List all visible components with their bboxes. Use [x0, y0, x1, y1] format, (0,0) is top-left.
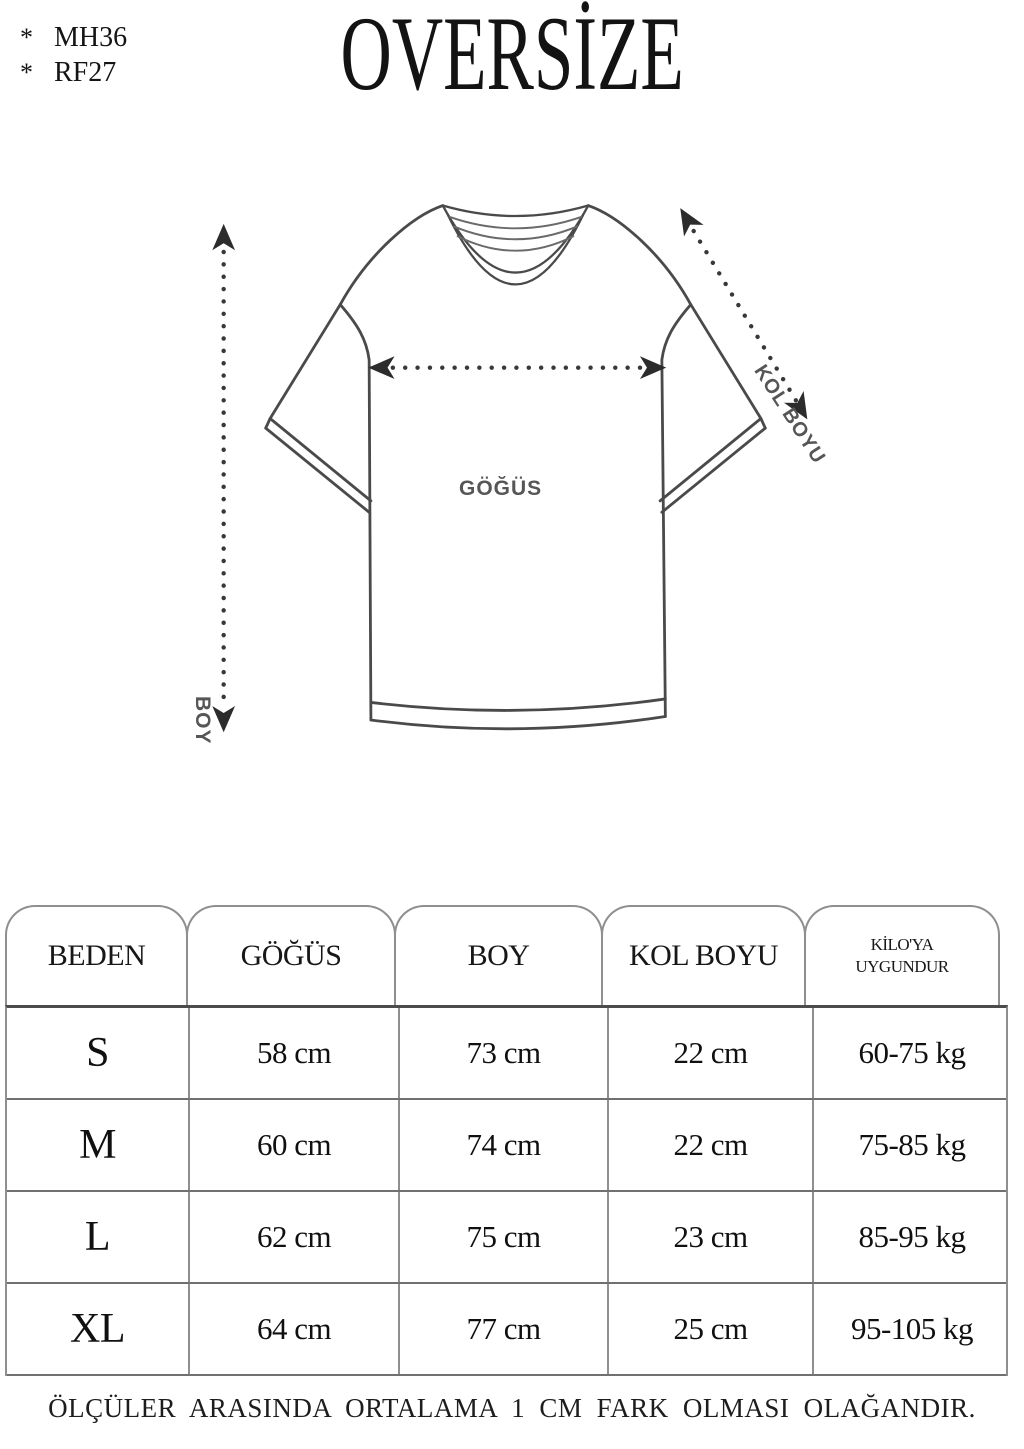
- header-cell-gogus: GÖĞÜS: [186, 905, 396, 1005]
- cell-size: XL: [7, 1284, 190, 1374]
- cell-size: M: [7, 1100, 190, 1190]
- product-code: RF27: [54, 57, 117, 88]
- product-codes: * MH36 * RF27: [20, 20, 127, 90]
- table-row-l: L 62 cm 75 cm 23 cm 85-95 kg: [7, 1192, 1006, 1284]
- page-title-wrap: OVERSİZE: [0, 0, 1024, 108]
- header-cell-boy: BOY: [394, 905, 603, 1005]
- cell-sleeve: 22 cm: [609, 1008, 814, 1098]
- cell-length: 77 cm: [400, 1284, 609, 1374]
- cell-size: L: [7, 1192, 190, 1282]
- cell-chest: 60 cm: [190, 1100, 400, 1190]
- sleeve-arrow: [680, 208, 808, 420]
- cell-weight: 60-75 kg: [858, 1035, 966, 1070]
- product-code: MH36: [54, 22, 128, 53]
- cell-chest: 62 cm: [190, 1192, 400, 1282]
- cell-length: 75 cm: [400, 1192, 609, 1282]
- table-row-xl: XL 64 cm 77 cm 25 cm 95-105 kg: [7, 1284, 1006, 1376]
- product-code-line: * MH36: [20, 20, 127, 55]
- chest-measure-label: GÖĞÜS: [459, 477, 543, 500]
- cell-weight: 85-95 kg: [858, 1219, 966, 1254]
- size-table: BEDEN GÖĞÜS BOY KOL BOYU KİLO'YA UYGUNDU…: [5, 905, 1008, 1376]
- table-row-m: M 60 cm 74 cm 22 cm 75-85 kg: [7, 1100, 1006, 1192]
- size-table-body: S 58 cm 73 cm 22 cm 60-75 kg M 60 cm 74 …: [5, 1005, 1008, 1376]
- tshirt-measure-diagram: GÖĞÜS BOY KOL BOYU: [0, 110, 1024, 890]
- asterisk: *: [20, 23, 33, 52]
- header-cell-kol-boyu: KOL BOYU: [601, 905, 806, 1005]
- cell-size: S: [7, 1008, 190, 1098]
- cell-sleeve: 23 cm: [609, 1192, 814, 1282]
- length-measure-label: BOY: [191, 696, 214, 745]
- tshirt-drawing: [212, 204, 808, 733]
- size-table-header: BEDEN GÖĞÜS BOY KOL BOYU KİLO'YA UYGUNDU…: [5, 905, 1008, 1005]
- header-cell-beden: BEDEN: [5, 905, 188, 1005]
- product-code-line: * RF27: [20, 55, 127, 90]
- table-row-s: S 58 cm 73 cm 22 cm 60-75 kg: [7, 1008, 1006, 1100]
- cell-length: 74 cm: [400, 1100, 609, 1190]
- length-arrow: [212, 223, 236, 733]
- cell-sleeve: 25 cm: [609, 1284, 814, 1374]
- cell-sleeve: 22 cm: [609, 1100, 814, 1190]
- page-title: OVERSİZE: [340, 0, 684, 112]
- cell-weight: 95-105 kg: [850, 1311, 974, 1346]
- chest-arrow: [368, 356, 667, 380]
- cell-weight: 75-85 kg: [858, 1127, 966, 1162]
- asterisk: *: [20, 58, 33, 87]
- cell-chest: 64 cm: [190, 1284, 400, 1374]
- cell-chest: 58 cm: [190, 1008, 400, 1098]
- tolerance-note: ÖLÇÜLER ARASINDA ORTALAMA 1 CM FARK OLMA…: [48, 1393, 976, 1423]
- header-cell-kiloya-uygundur: KİLO'YA UYGUNDUR: [804, 905, 1000, 1005]
- cell-length: 73 cm: [400, 1008, 609, 1098]
